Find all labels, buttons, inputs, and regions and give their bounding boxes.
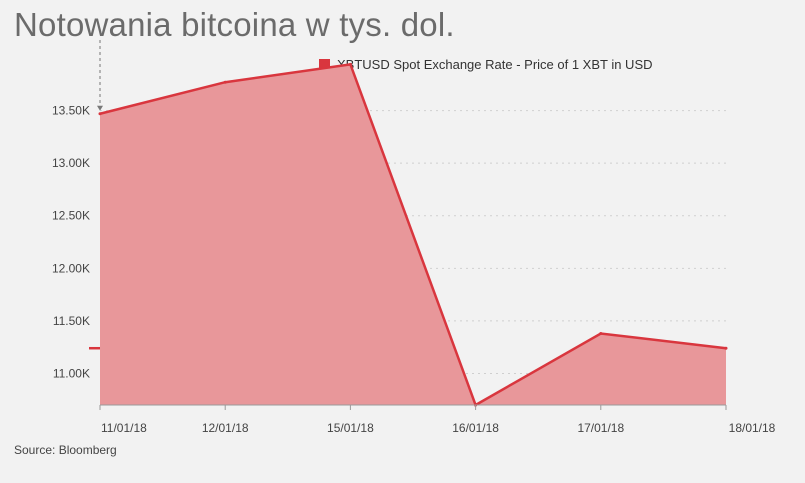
annotation-arrow-icon xyxy=(97,105,103,111)
source-note: Source: Bloomberg xyxy=(14,443,117,457)
legend-label: XBTUSD Spot Exchange Rate - Price of 1 X… xyxy=(337,57,653,72)
y-tick-label: 12.00K xyxy=(52,261,90,275)
y-tick-label: 11.50K xyxy=(53,314,90,328)
y-tick-label: 13.50K xyxy=(52,104,90,118)
x-tick-label: 15/01/18 xyxy=(327,421,374,435)
legend: XBTUSD Spot Exchange Rate - Price of 1 X… xyxy=(319,57,653,72)
series-line xyxy=(99,62,727,407)
y-tick-label: 12.50K xyxy=(52,209,90,223)
data-point xyxy=(599,332,603,336)
x-tick-label: 16/01/18 xyxy=(452,421,499,435)
chart-title: Notowania bitcoina w tys. dol. xyxy=(14,6,455,43)
data-point xyxy=(98,112,102,116)
axes xyxy=(89,40,726,406)
y-axis-ticks: 11.00K 11.50K 12.00K 12.50K 13.00K 13.50K xyxy=(52,104,90,381)
series-area xyxy=(98,62,728,407)
x-tick-label: 18/01/18 xyxy=(729,421,776,435)
data-point xyxy=(348,62,352,66)
data-point xyxy=(724,346,728,350)
y-tick-label: 13.00K xyxy=(52,156,90,170)
x-axis-ticks: 11/01/18 12/01/18 15/01/18 16/01/18 17/01/18… xyxy=(99,405,776,435)
x-tick-label: 17/01/18 xyxy=(577,421,624,435)
y-tick-label: 11.00K xyxy=(53,366,90,380)
x-tick-label: 11/01/18 xyxy=(101,421,147,435)
data-point xyxy=(223,80,227,84)
legend-swatch xyxy=(319,59,330,70)
x-tick-label: 12/01/18 xyxy=(202,421,249,435)
